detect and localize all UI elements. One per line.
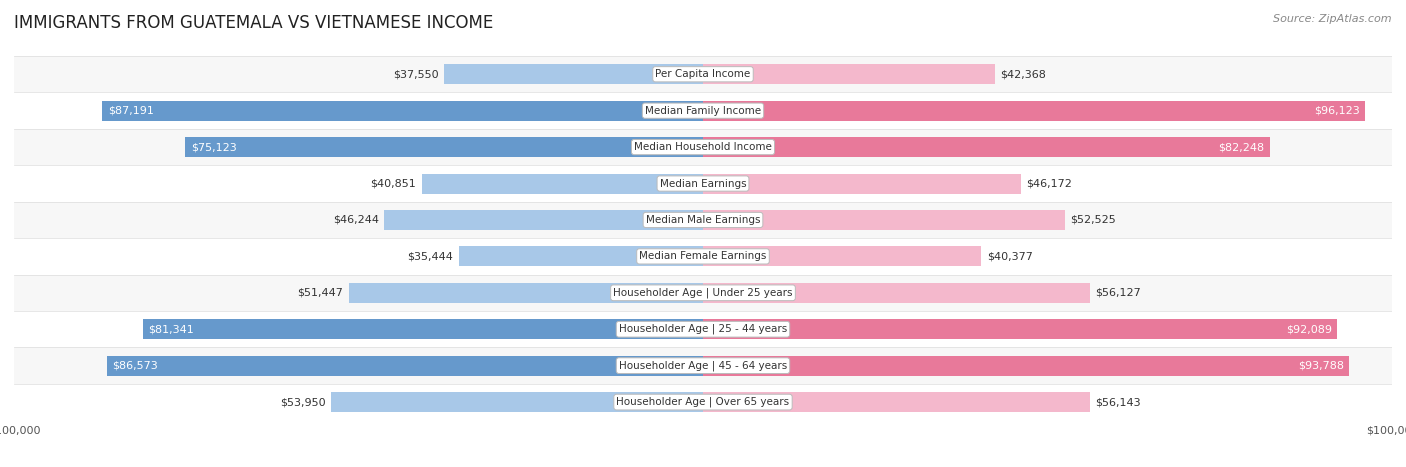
Text: $37,550: $37,550 xyxy=(394,69,439,79)
Bar xyxy=(14,56,1392,92)
Text: $46,244: $46,244 xyxy=(333,215,378,225)
Bar xyxy=(703,283,1090,303)
Text: Median Male Earnings: Median Male Earnings xyxy=(645,215,761,225)
Text: $82,248: $82,248 xyxy=(1218,142,1264,152)
Text: $46,172: $46,172 xyxy=(1026,178,1073,189)
Bar xyxy=(14,275,1392,311)
Text: Median Earnings: Median Earnings xyxy=(659,178,747,189)
Bar xyxy=(14,92,1392,129)
Bar xyxy=(14,311,1392,347)
Text: $92,089: $92,089 xyxy=(1286,324,1331,334)
Bar xyxy=(349,283,703,303)
Bar xyxy=(703,247,981,266)
Text: $35,444: $35,444 xyxy=(408,251,453,262)
Text: $96,123: $96,123 xyxy=(1315,106,1360,116)
Bar xyxy=(14,165,1392,202)
Text: $81,341: $81,341 xyxy=(148,324,194,334)
Text: Per Capita Income: Per Capita Income xyxy=(655,69,751,79)
Bar xyxy=(703,210,1064,230)
Text: Householder Age | 45 - 64 years: Householder Age | 45 - 64 years xyxy=(619,361,787,371)
Bar xyxy=(703,392,1090,412)
Text: $86,573: $86,573 xyxy=(112,361,157,371)
Bar xyxy=(703,356,1350,375)
Bar xyxy=(107,356,703,375)
Bar xyxy=(142,319,703,339)
Bar xyxy=(14,129,1392,165)
Text: $40,377: $40,377 xyxy=(987,251,1032,262)
Bar xyxy=(103,101,703,120)
Text: $56,143: $56,143 xyxy=(1095,397,1140,407)
Bar xyxy=(703,64,995,84)
Bar xyxy=(14,238,1392,275)
Text: Householder Age | Over 65 years: Householder Age | Over 65 years xyxy=(616,397,790,407)
Bar xyxy=(444,64,703,84)
Text: Median Female Earnings: Median Female Earnings xyxy=(640,251,766,262)
Text: Median Family Income: Median Family Income xyxy=(645,106,761,116)
Text: Householder Age | 25 - 44 years: Householder Age | 25 - 44 years xyxy=(619,324,787,334)
Bar xyxy=(703,101,1365,120)
Bar xyxy=(14,202,1392,238)
Text: $87,191: $87,191 xyxy=(108,106,153,116)
Text: Source: ZipAtlas.com: Source: ZipAtlas.com xyxy=(1274,14,1392,24)
Text: Householder Age | Under 25 years: Householder Age | Under 25 years xyxy=(613,288,793,298)
Bar xyxy=(703,319,1337,339)
Bar xyxy=(703,174,1021,193)
Bar xyxy=(422,174,703,193)
Bar xyxy=(458,247,703,266)
Text: $93,788: $93,788 xyxy=(1298,361,1344,371)
Text: $42,368: $42,368 xyxy=(1001,69,1046,79)
Bar xyxy=(14,384,1392,420)
Bar xyxy=(332,392,703,412)
Text: $51,447: $51,447 xyxy=(297,288,343,298)
Text: IMMIGRANTS FROM GUATEMALA VS VIETNAMESE INCOME: IMMIGRANTS FROM GUATEMALA VS VIETNAMESE … xyxy=(14,14,494,32)
Bar xyxy=(384,210,703,230)
Text: $40,851: $40,851 xyxy=(370,178,416,189)
Bar xyxy=(186,137,703,157)
Text: $52,525: $52,525 xyxy=(1070,215,1116,225)
Text: $75,123: $75,123 xyxy=(191,142,236,152)
Text: Median Household Income: Median Household Income xyxy=(634,142,772,152)
Text: $56,127: $56,127 xyxy=(1095,288,1140,298)
Text: $53,950: $53,950 xyxy=(280,397,326,407)
Bar xyxy=(703,137,1270,157)
Bar xyxy=(14,347,1392,384)
